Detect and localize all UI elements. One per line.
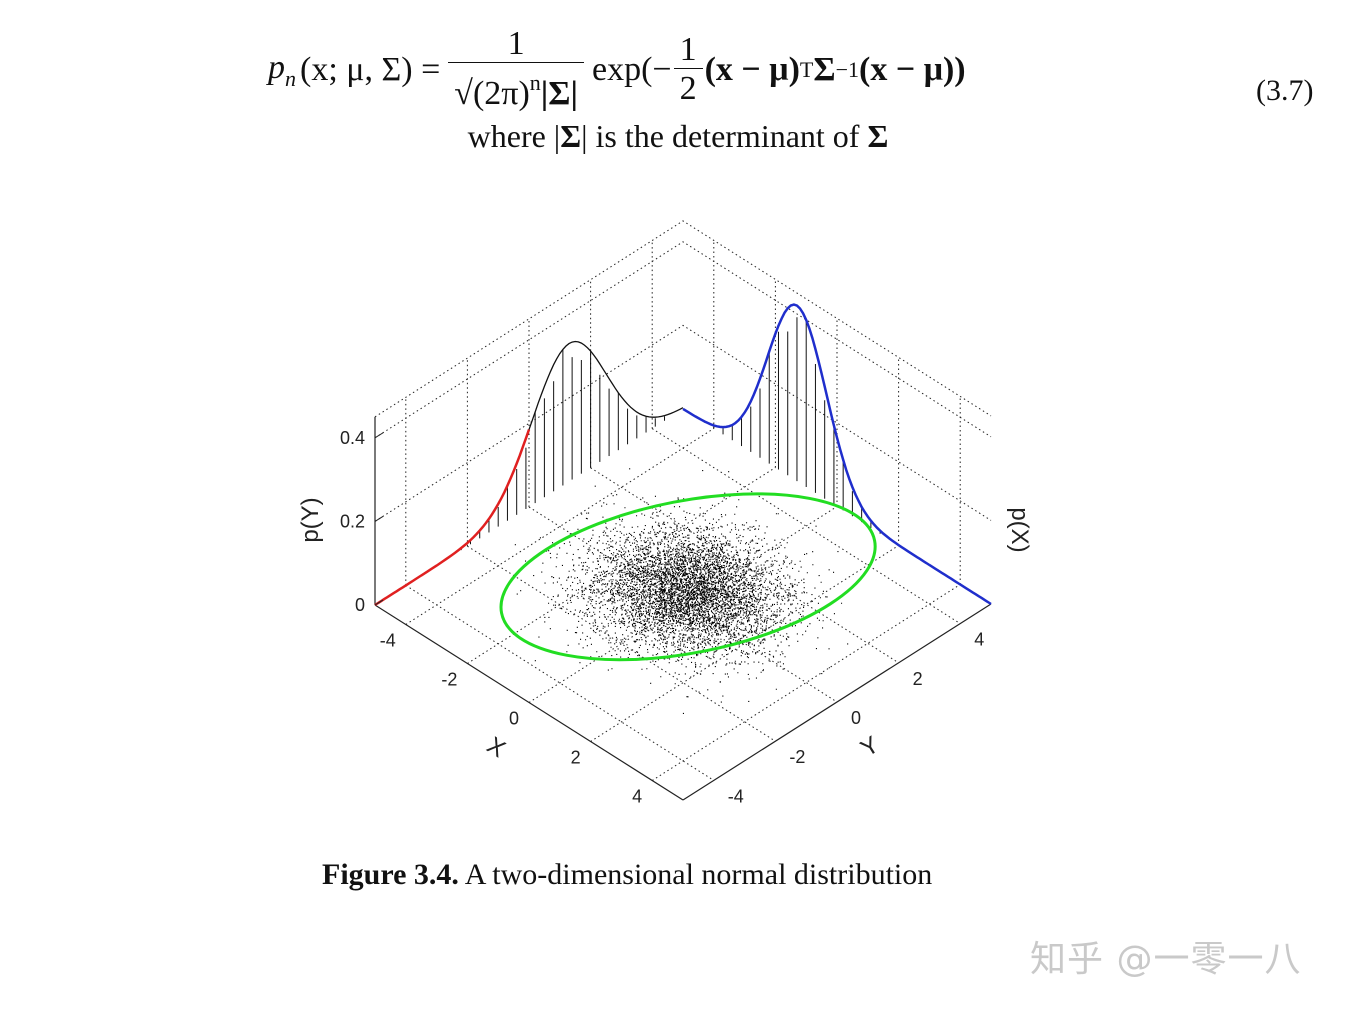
x-tick-label: 4 [632, 787, 642, 807]
equation-row: pn (x; μ, Σ) = 1 √(2π)n|Σ| exp(− 1 2 (x … [0, 18, 1356, 118]
grid-line [374, 324, 992, 522]
z-tick-label: 0 [355, 595, 365, 615]
y-tick-label: -2 [789, 747, 805, 767]
confidence-ellipse [499, 492, 877, 662]
x-tick-label: 0 [509, 709, 519, 729]
eq-fraction: 1 √(2π)n|Σ| [448, 26, 584, 114]
eq-lhs: pn [268, 48, 296, 91]
y-axis-line [682, 603, 992, 801]
y-tick-label: 4 [974, 630, 984, 650]
x-tick-label: -4 [380, 631, 396, 651]
x-axis-label: X [482, 732, 510, 763]
z-tick-mark [374, 432, 384, 439]
marginal-x-curve [682, 303, 992, 606]
x-tick-label: -2 [441, 670, 457, 690]
equation-number: (3.7) [1256, 74, 1314, 107]
marginal-y-curve [374, 429, 531, 607]
y-tick-label: 0 [851, 708, 861, 728]
where-line: where |Σ| is the determinant of Σ [467, 118, 889, 154]
z-axis-label-left: p(Y) [297, 497, 324, 542]
bivariate-normal-figure: -4 -2 0 2 4 -4 -2 0 2 4 0 0.2 0.4 X Yp(Y) p(X) [297, 220, 1033, 807]
x-axis-line [374, 604, 684, 801]
z-tick-label: 0.2 [340, 511, 365, 531]
y-axis-label: Y [856, 731, 884, 762]
y-tick-label: -4 [728, 786, 744, 806]
z-tick-label: 0.4 [340, 428, 365, 448]
z-tick-mark [374, 599, 384, 606]
scatter-points [514, 468, 849, 714]
z-tick-mark [374, 515, 384, 522]
eq-half: 1 2 [673, 31, 703, 109]
x-tick-label: 2 [571, 748, 581, 768]
eq-lhs-args: (x; μ, Σ) = [300, 51, 441, 88]
y-tick-label: 2 [913, 669, 923, 689]
marginal-y-tail [528, 340, 684, 430]
watermark: 知乎 @一零一八 [1030, 939, 1302, 980]
grid-line [374, 220, 992, 418]
eq-exp: exp(− [592, 51, 672, 88]
gaussian-equation: pn (x; μ, Σ) = 1 √(2π)n|Σ| exp(− 1 2 (x … [268, 25, 966, 114]
figure-caption: Figure 3.4. A two-dimensional normal dis… [322, 858, 933, 891]
grid-line [374, 241, 992, 439]
z-axis-label-right: p(X) [1006, 507, 1033, 552]
